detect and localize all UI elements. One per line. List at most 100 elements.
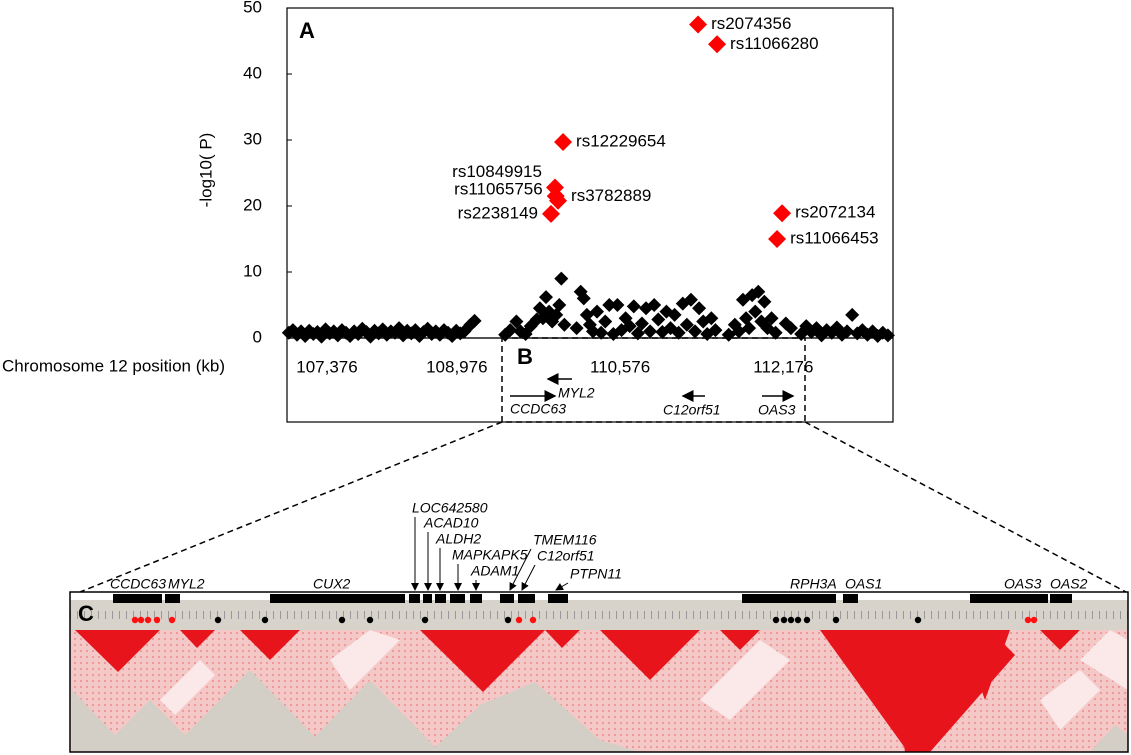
snp-dot [168, 616, 176, 624]
point [783, 321, 798, 336]
snp-dot [131, 616, 139, 624]
point [610, 298, 625, 312]
ld-light [160, 630, 1128, 730]
point [647, 298, 662, 312]
point [748, 304, 763, 319]
gene-label: RPH3A [790, 576, 837, 592]
point [539, 290, 554, 305]
gene-block [548, 594, 568, 603]
gene-label: C12orf51 [537, 548, 595, 564]
point-label: rs12229654 [576, 131, 666, 150]
gene-label: OAS3 [758, 402, 796, 418]
snp-dot [421, 616, 429, 624]
ld-frame [69, 591, 1129, 753]
point [704, 311, 719, 326]
gene-arrows [510, 373, 795, 402]
snp-dot [504, 616, 512, 624]
x-tick-label: 108,976 [426, 357, 487, 376]
gene-label: ADAM1 [470, 563, 519, 579]
panel-label: C [78, 601, 94, 626]
point [679, 317, 694, 332]
snp-dot [832, 616, 840, 624]
gene-block [970, 594, 1048, 603]
gene-label: MAPKAPK5 [452, 547, 528, 563]
point [667, 307, 682, 322]
gene-pointer [555, 582, 569, 591]
gene-frame [286, 337, 894, 423]
ld-track [70, 600, 1128, 630]
gene-block [470, 594, 482, 603]
zoom-lines [79, 337, 1127, 593]
point [554, 132, 573, 151]
snp-dot [1030, 616, 1038, 624]
point [576, 291, 591, 306]
gene-pointer [521, 564, 536, 591]
point [622, 319, 637, 334]
gene-label: CCDC63 [510, 401, 566, 417]
gene-block [113, 594, 162, 603]
gene-label: CCDC63 [110, 576, 166, 592]
point [708, 35, 727, 54]
point [708, 323, 723, 338]
point [764, 311, 779, 326]
gene-block [423, 594, 432, 603]
point [598, 314, 613, 329]
point-label: rs11066453 [790, 228, 879, 247]
point [845, 307, 860, 322]
point [688, 324, 703, 339]
zoom-line [804, 421, 1127, 593]
y-tick-label: 50 [243, 0, 262, 16]
gene-block [1050, 594, 1072, 603]
point-label: rs11065756 [454, 180, 543, 199]
ld-heatmap [69, 591, 1129, 753]
y-tick-label: 40 [243, 63, 262, 82]
snp-dot [803, 616, 811, 624]
point-label: rs2238149 [458, 203, 538, 222]
point [757, 294, 772, 309]
y-tick-label: 0 [253, 327, 262, 346]
snp-dot [153, 616, 161, 624]
zoom-box [501, 337, 806, 423]
gene-block [409, 594, 420, 603]
point [840, 324, 855, 339]
gene-block [500, 594, 514, 603]
snp-dot [366, 616, 374, 624]
point [557, 317, 572, 332]
snp-dot [214, 616, 222, 624]
point [594, 325, 609, 340]
point [768, 325, 783, 340]
gene-label: ACAD10 [423, 515, 479, 531]
gene-label: MYL2 [168, 576, 205, 592]
point [643, 324, 658, 339]
point [503, 323, 518, 338]
point [683, 292, 698, 307]
point [742, 321, 757, 336]
gene-label: TMEM116 [533, 532, 597, 548]
point [773, 204, 792, 223]
point [751, 284, 766, 299]
gene-label: CUX2 [313, 576, 351, 592]
gene-label: OAS2 [1050, 576, 1088, 592]
x-tick-label: 107,376 [296, 357, 357, 376]
gene-label: OAS1 [845, 576, 882, 592]
snp-dot [772, 616, 780, 624]
y-tick-label: 20 [243, 195, 262, 214]
point-label: rs11066280 [730, 34, 819, 53]
panel-label: A [299, 18, 315, 43]
point [880, 328, 895, 343]
gene-label: PTPN11 [570, 566, 622, 582]
point [602, 298, 617, 312]
zoom-line [79, 421, 503, 593]
point [651, 312, 666, 327]
point [552, 298, 567, 312]
point [689, 15, 708, 34]
plot-frame [286, 7, 894, 339]
snp-dot [787, 616, 795, 624]
ld-missing [72, 670, 1128, 752]
point [542, 204, 561, 223]
gene-block [843, 594, 858, 603]
gene-block [518, 594, 535, 603]
snp-dot [1024, 616, 1032, 624]
gene-label: OAS3 [1004, 576, 1042, 592]
y-axis-label: -log10( P) [196, 133, 215, 208]
